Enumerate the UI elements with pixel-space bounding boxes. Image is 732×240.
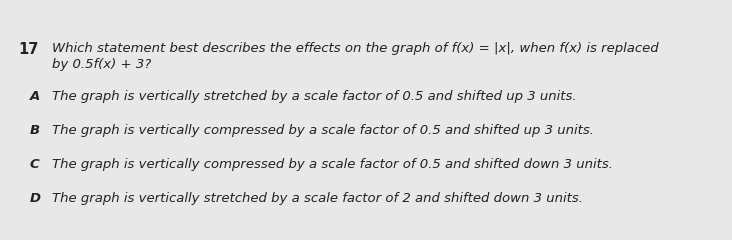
- Text: The graph is vertically stretched by a scale factor of 2 and shifted down 3 unit: The graph is vertically stretched by a s…: [52, 192, 583, 205]
- Text: B: B: [30, 124, 40, 137]
- Text: D: D: [30, 192, 41, 205]
- Text: C: C: [30, 158, 40, 171]
- Text: The graph is vertically compressed by a scale factor of 0.5 and shifted up 3 uni: The graph is vertically compressed by a …: [52, 124, 594, 137]
- Text: 17: 17: [18, 42, 38, 57]
- Text: The graph is vertically compressed by a scale factor of 0.5 and shifted down 3 u: The graph is vertically compressed by a …: [52, 158, 613, 171]
- Text: Which statement best describes the effects on the graph of f(x) = |x|, when f(x): Which statement best describes the effec…: [52, 42, 659, 55]
- Text: by 0.5f(x) + 3?: by 0.5f(x) + 3?: [52, 58, 152, 71]
- Text: The graph is vertically stretched by a scale factor of 0.5 and shifted up 3 unit: The graph is vertically stretched by a s…: [52, 90, 577, 103]
- Text: A: A: [30, 90, 40, 103]
